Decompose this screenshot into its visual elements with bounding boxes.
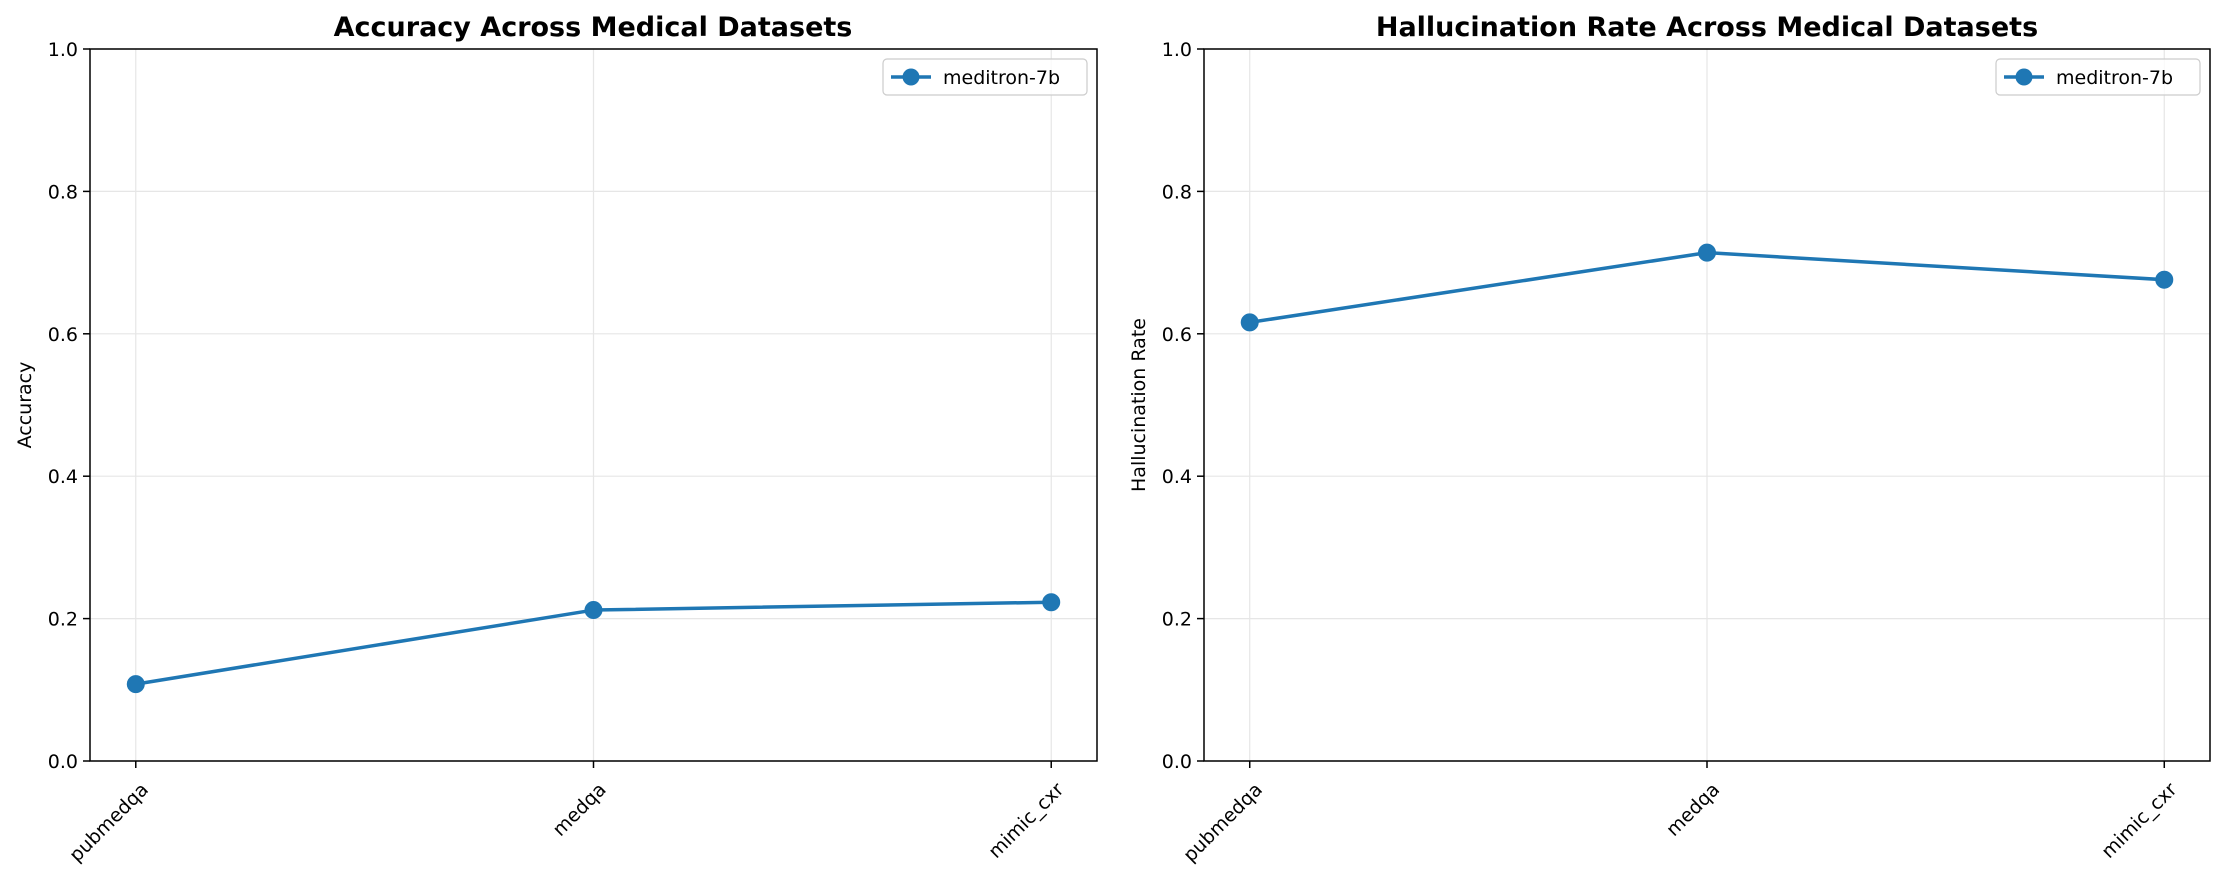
x-tick-label: mimic_cxr bbox=[2097, 778, 2181, 862]
y-tick-label: 0.4 bbox=[1162, 466, 1192, 488]
y-tick-label: 0.6 bbox=[48, 324, 78, 346]
y-tick-label: 0.0 bbox=[48, 751, 78, 773]
legend-box bbox=[1995, 58, 2201, 96]
y-tick-label: 0.8 bbox=[48, 181, 78, 203]
data-point bbox=[1698, 243, 1716, 262]
x-tick-label: pubmedqa bbox=[1179, 779, 1267, 867]
x-tick-label: medqa bbox=[548, 779, 610, 841]
data-point bbox=[584, 601, 603, 620]
legend-box bbox=[882, 58, 1088, 96]
y-tick-label: 0.2 bbox=[48, 609, 78, 631]
chart-title: Accuracy Across Medical Datasets bbox=[334, 12, 853, 43]
y-tick-label: 0.2 bbox=[1162, 609, 1192, 631]
hallucination-rate-chart: 0.0 0.2 0.4 0.6 0.8 1.0 pubmedqa medqa mimic_cxr… bbox=[1128, 12, 2211, 867]
data-point bbox=[1240, 313, 1259, 332]
legend-marker bbox=[2015, 68, 2033, 86]
y-axis-label: Accuracy bbox=[14, 362, 36, 449]
data-point bbox=[126, 675, 145, 694]
legend-marker bbox=[902, 68, 920, 86]
y-tick-label: 1.0 bbox=[1162, 39, 1192, 61]
y-axis-label: Hallucination Rate bbox=[1128, 318, 1150, 492]
x-tick-label: pubmedqa bbox=[65, 779, 153, 867]
y-tick-label: 0.0 bbox=[1162, 751, 1192, 773]
y-tick-label: 1.0 bbox=[48, 39, 78, 61]
y-tick-label: 0.4 bbox=[48, 466, 78, 488]
legend-label: meditron-7b bbox=[2056, 67, 2173, 89]
y-tick-label: 0.8 bbox=[1162, 181, 1192, 203]
data-point bbox=[2155, 270, 2174, 289]
chart-title: Hallucination Rate Across Medical Datase… bbox=[1376, 12, 2038, 43]
x-tick-label: medqa bbox=[1662, 779, 1724, 841]
accuracy-chart: 0.0 0.2 0.4 0.6 0.8 1.0 pubmedqa medqa mimic_cxr… bbox=[14, 12, 1098, 867]
y-tick-label: 0.6 bbox=[1162, 324, 1192, 346]
data-point bbox=[1042, 593, 1061, 612]
x-tick-label: mimic_cxr bbox=[984, 778, 1068, 862]
legend-label: meditron-7b bbox=[943, 67, 1060, 89]
